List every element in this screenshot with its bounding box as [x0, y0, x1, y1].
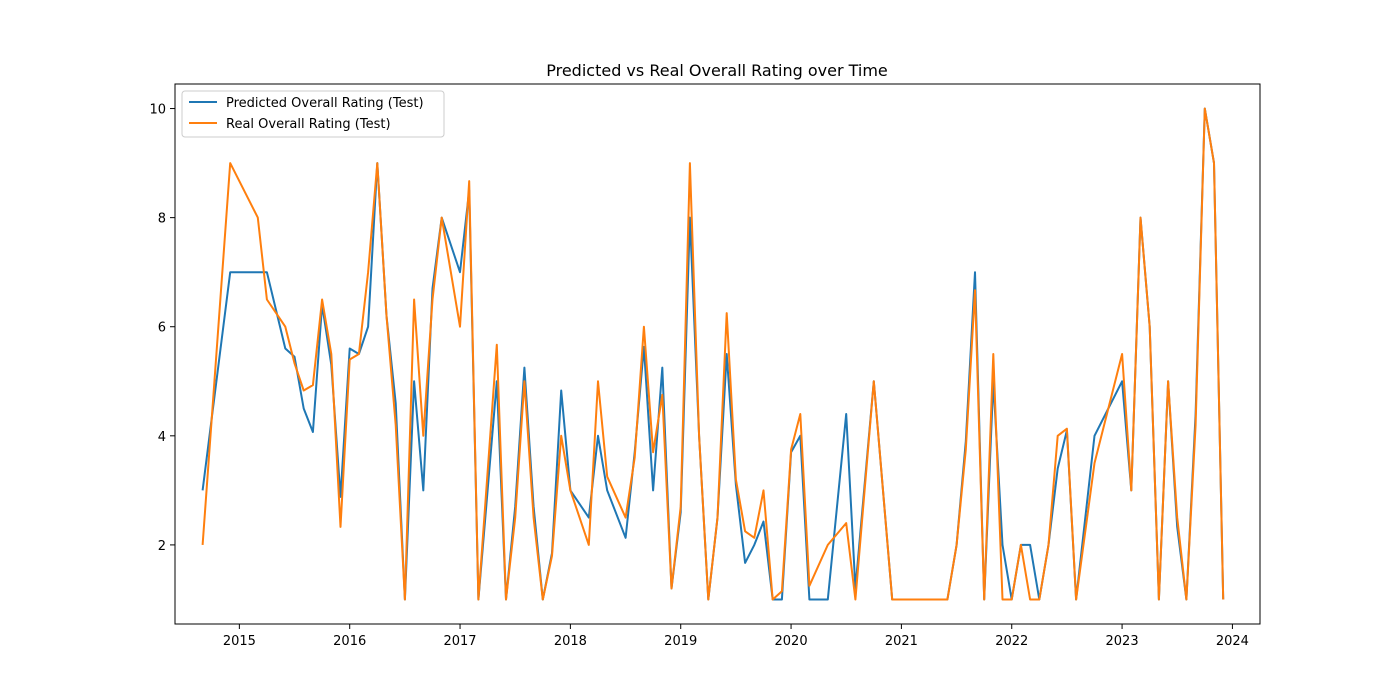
x-tick-label: 2019 — [664, 634, 697, 649]
y-tick-label: 2 — [158, 539, 166, 554]
y-tick-label: 8 — [158, 212, 166, 227]
x-tick-label: 2020 — [775, 634, 808, 649]
legend: Predicted Overall Rating (Test) Real Ove… — [181, 90, 445, 138]
y-tick-label: 4 — [158, 430, 166, 445]
x-tick-label: 2017 — [443, 634, 476, 649]
chart-title: Predicted vs Real Overall Rating over Ti… — [546, 61, 888, 80]
y-tick-label: 6 — [158, 321, 166, 336]
y-tick-label: 10 — [149, 103, 166, 118]
series-layer — [201, 107, 1225, 601]
legend-label-predicted: Predicted Overall Rating (Test) — [226, 96, 424, 111]
tick-layer: 2015 2016 2017 2018 2019 2020 2021 2022 2023 2024… — [149, 103, 1249, 649]
series-line-real — [201, 107, 1225, 601]
x-tick-label: 2016 — [333, 634, 366, 649]
legend-box — [181, 90, 445, 138]
x-tick-label: 2021 — [885, 634, 918, 649]
x-tick-label: 2024 — [1216, 634, 1249, 649]
plot-frame — [174, 83, 1261, 625]
x-tick-label: 2022 — [995, 634, 1028, 649]
x-tick-label: 2018 — [554, 634, 587, 649]
x-tick-label: 2015 — [223, 634, 256, 649]
legend-label-real: Real Overall Rating (Test) — [226, 117, 391, 132]
x-tick-label: 2023 — [1106, 634, 1139, 649]
